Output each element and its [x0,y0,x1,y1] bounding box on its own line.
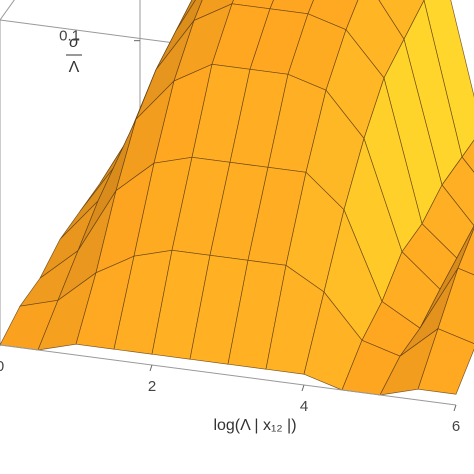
x-tick-label: 4 [300,398,308,415]
x-tick-label: 0 [0,358,4,375]
z-tick-label: 0.1 [59,28,80,45]
surface-patch [461,139,474,173]
z-axis-title-denominator: Λ [69,59,80,76]
surface-patch [457,227,474,276]
box-edge [0,344,457,406]
x-tick [453,404,457,412]
x-tick-label: 2 [148,378,156,395]
box-edge [0,0,15,21]
surface-patch [417,328,474,395]
x-tick [149,364,153,372]
z-axis-title-numerator: σ [69,34,80,51]
x-axis-title: log(Λ | x₁₂ |) [213,417,296,434]
x-tick [301,384,305,392]
x-tick-label: 6 [452,418,460,435]
